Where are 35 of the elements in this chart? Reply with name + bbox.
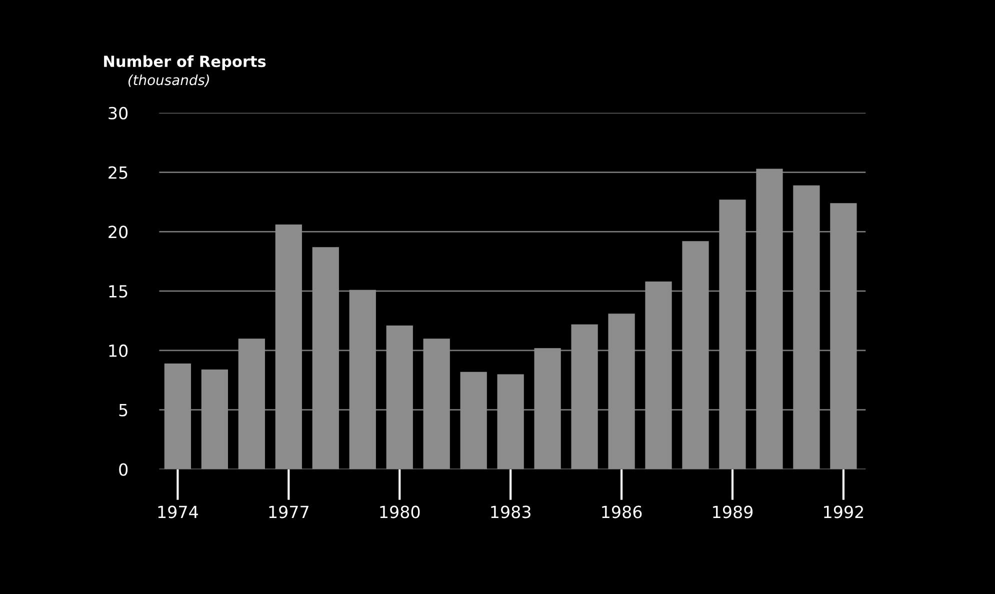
- bar: [349, 290, 376, 470]
- bar: [793, 185, 820, 470]
- x-tick-label: 1974: [158, 506, 198, 518]
- bar: [608, 314, 635, 470]
- bar: [238, 338, 265, 470]
- x-tick-label: 1986: [602, 506, 642, 518]
- x-tick-label: 1983: [491, 506, 530, 518]
- bar: [201, 369, 228, 470]
- bar: [756, 168, 783, 470]
- x-tick-label: 1980: [380, 506, 420, 518]
- bar: [682, 241, 709, 470]
- bar: [275, 224, 302, 470]
- y-axis-title: Number of Reports: [104, 55, 266, 70]
- text: (thousands): [128, 74, 209, 87]
- bar: [719, 200, 746, 470]
- y-tick-label: 15: [109, 285, 128, 298]
- bar: [497, 374, 524, 470]
- x-tick-label: 1977: [269, 506, 308, 518]
- x-tick-label: 1992: [824, 506, 863, 518]
- y-tick-label: 10: [109, 344, 128, 358]
- y-tick-label: 5: [119, 404, 128, 416]
- bar: [423, 338, 450, 470]
- y-tick-label: 30: [108, 106, 128, 120]
- y-tick-label: 0: [119, 463, 128, 476]
- bar: [164, 364, 192, 470]
- bar: [645, 282, 672, 470]
- x-tick-label: 1989: [713, 506, 753, 518]
- bar: [386, 326, 413, 470]
- y-tick-label: 25: [108, 166, 128, 179]
- bar: [460, 372, 487, 470]
- bar: [830, 203, 857, 470]
- bar: [534, 348, 561, 470]
- y-tick-label: 20: [108, 226, 128, 238]
- bar: [312, 247, 339, 470]
- bar: [571, 324, 598, 470]
